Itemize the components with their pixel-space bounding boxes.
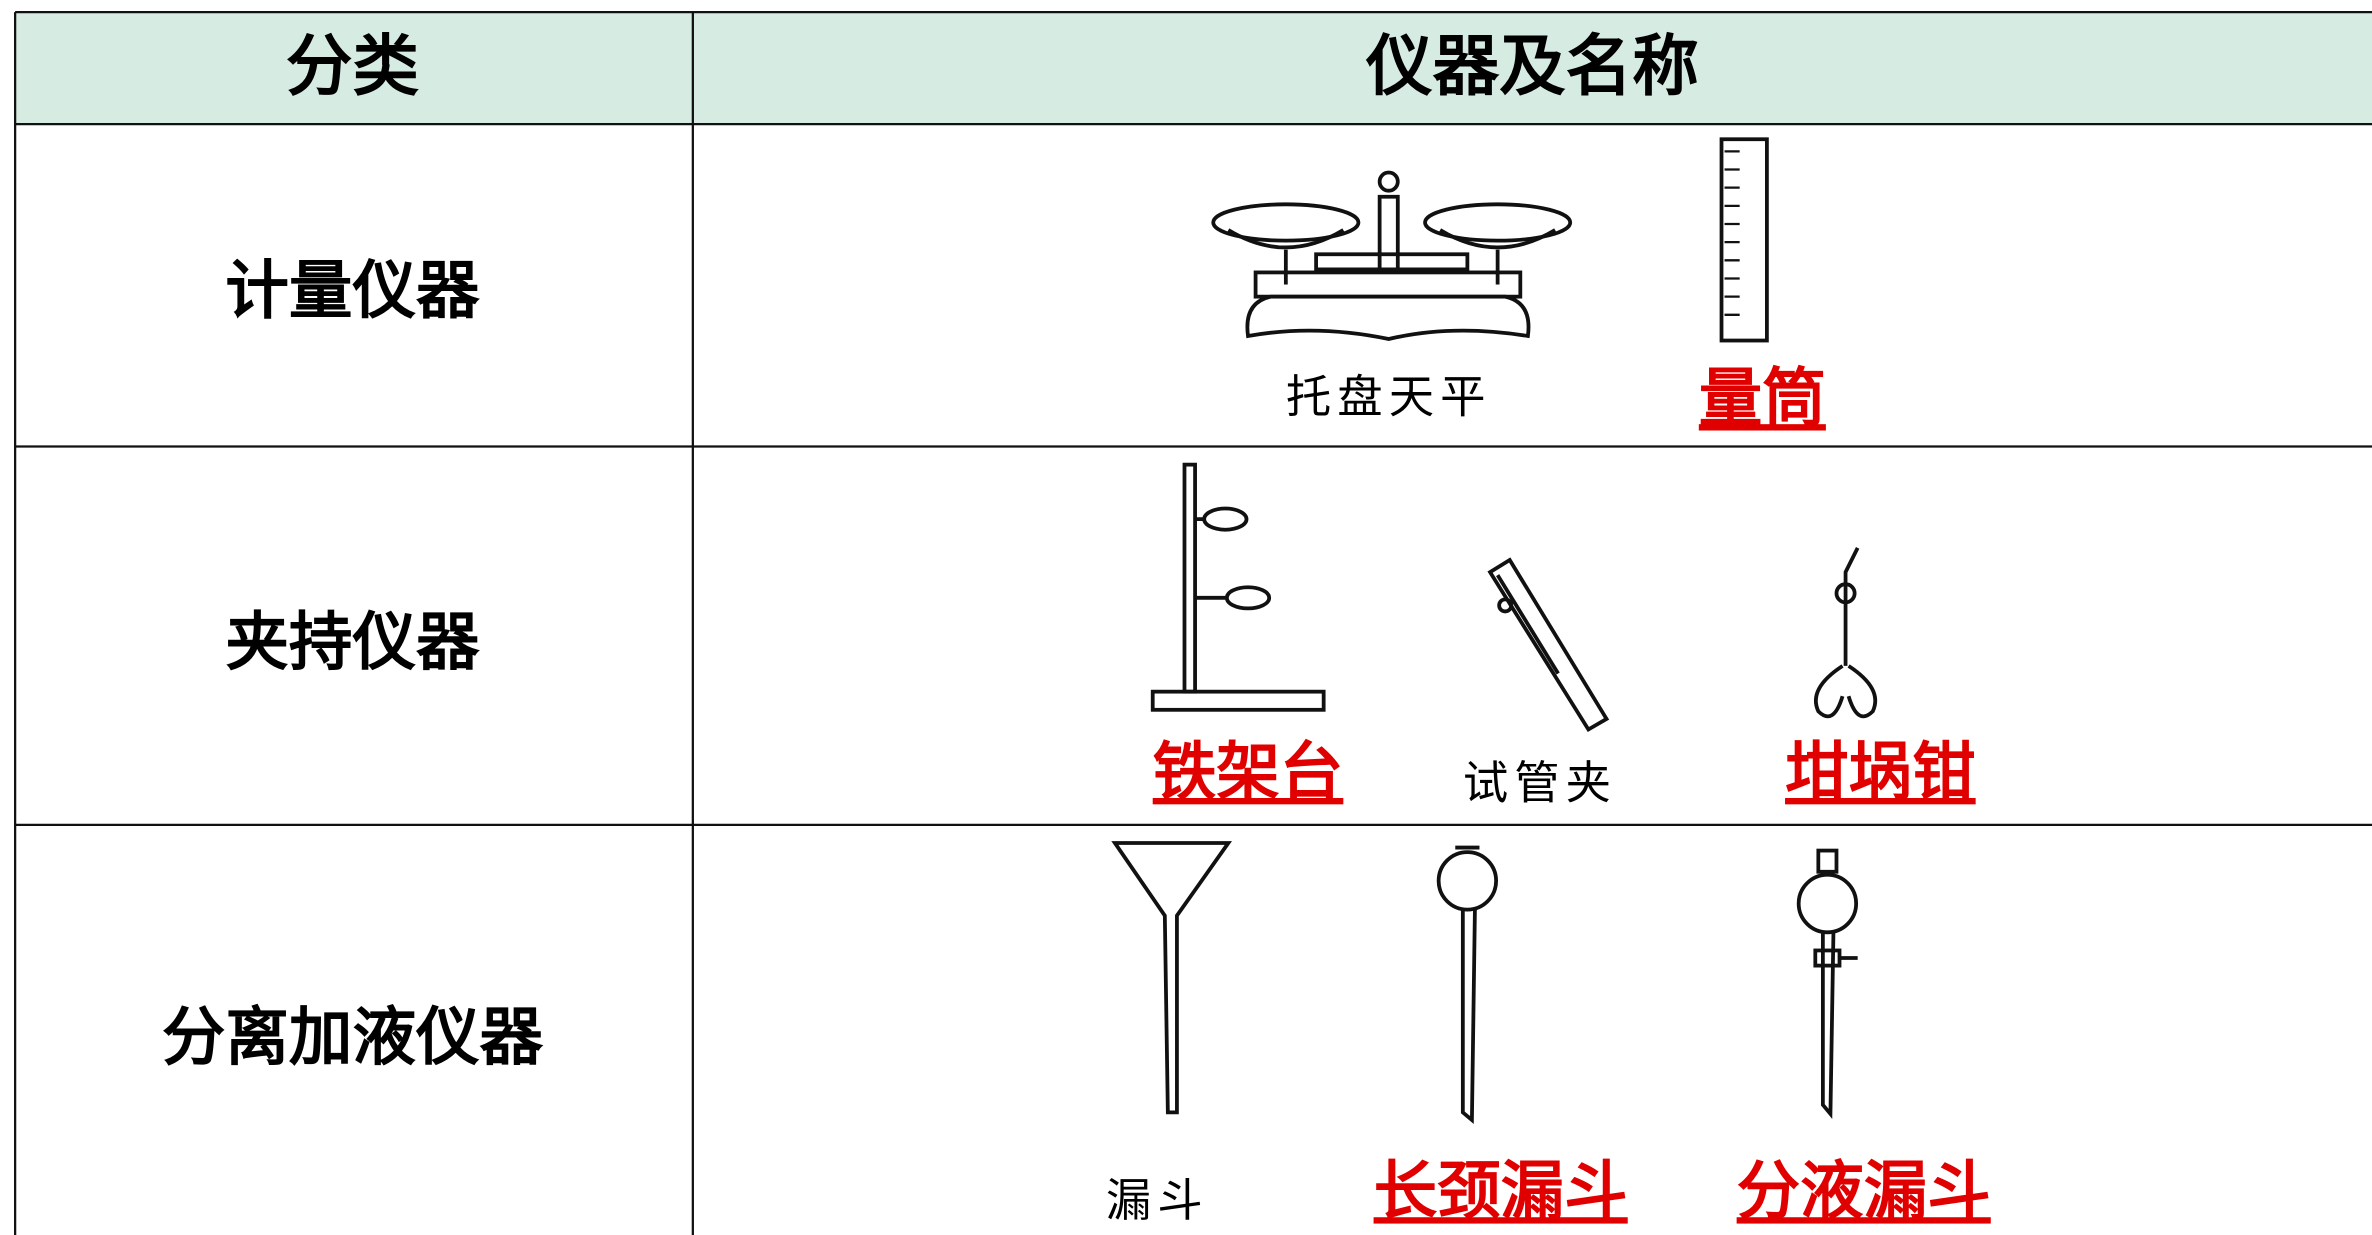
test-tube-clamp-icon [1487, 557, 1610, 733]
iron-stand-icon [1150, 462, 1326, 712]
item-label: 量筒 [1699, 361, 1826, 435]
category: 分离加液仪器 [162, 1000, 544, 1074]
item-label: 漏斗 [1106, 1174, 1209, 1227]
funnel-icon [1111, 841, 1233, 1115]
long-neck-funnel-icon [1436, 845, 1499, 1124]
header-background [15, 12, 2372, 125]
balance-icon [1211, 170, 1573, 341]
table-grid [13, 10, 2372, 1235]
crucible-tongs-icon [1813, 547, 1878, 719]
item-label: 分液漏斗 [1737, 1154, 1991, 1228]
separatory-funnel-icon [1796, 848, 1859, 1120]
item-label: 坩埚钳 [1785, 735, 1976, 809]
item-label: 铁架台 [1153, 735, 1344, 809]
header-category: 分类 [286, 27, 420, 105]
item-label: 托盘天平 [1286, 371, 1492, 424]
cylinder-icon [1719, 137, 1769, 343]
item-label: 长颈漏斗 [1374, 1154, 1628, 1228]
item-label: 试管夹 [1463, 757, 1617, 810]
header-instruments: 仪器及名称 [1365, 27, 1699, 105]
category: 夹持仪器 [225, 605, 480, 679]
category: 计量仪器 [225, 254, 480, 328]
